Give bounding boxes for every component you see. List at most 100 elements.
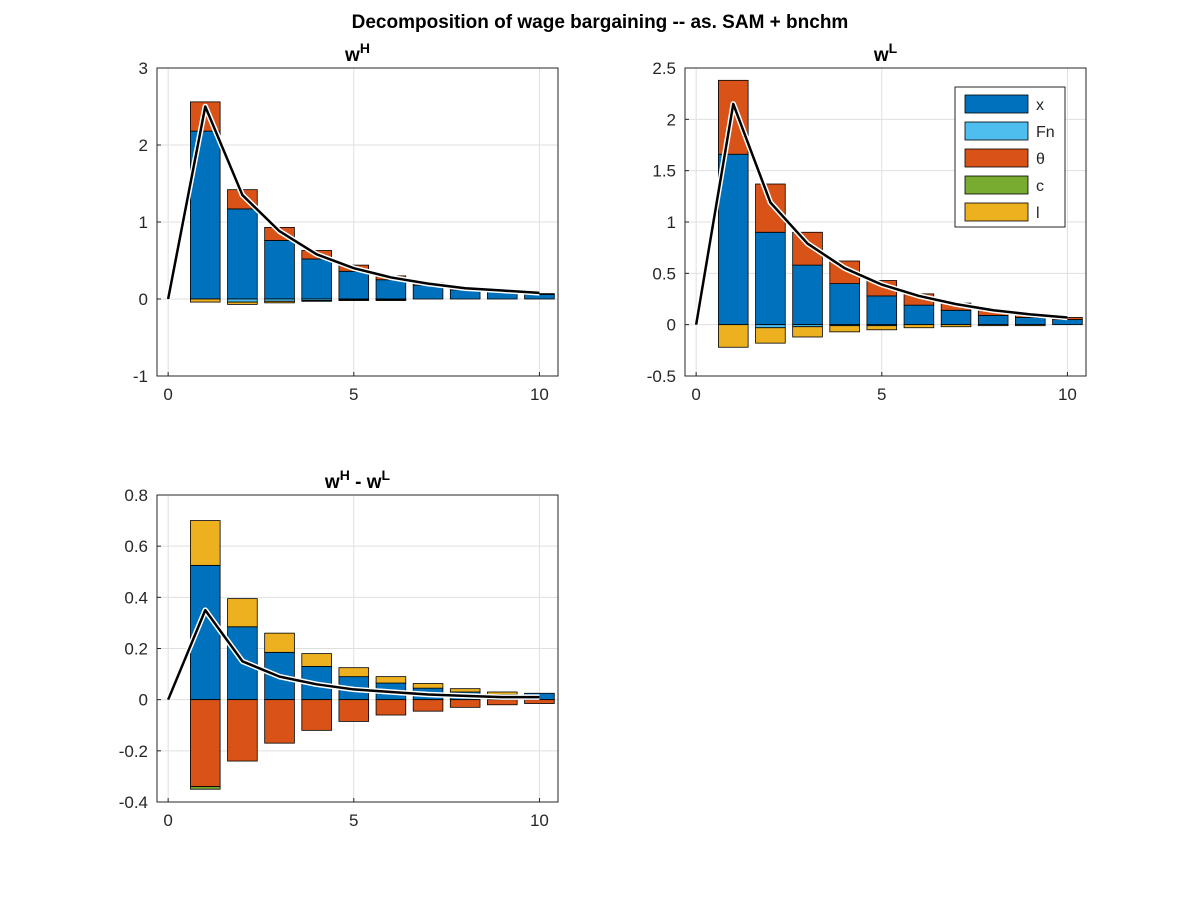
bar-theta-t10 [524,699,555,704]
legend-swatch-theta [964,148,1029,168]
bar-theta-t7 [412,699,444,712]
y-tick-label: 0.2 [124,640,148,659]
legend-label-theta: θ [1036,151,1045,168]
bar-x-t2 [227,208,258,300]
bar-theta-t5 [338,699,370,722]
y-tick-label: -0.2 [119,742,148,761]
bar-l-t2 [227,301,258,305]
y-tick-label: 2.5 [652,59,676,78]
bar-x-t8 [977,315,1009,326]
y-tick-label: 0.8 [124,486,148,505]
x-tick-label: 10 [530,385,549,404]
bar-l-t1 [718,324,749,348]
legend-swatch-l [964,202,1029,222]
figure-title: Decomposition of wage bargaining -- as. … [352,12,849,33]
y-tick-label: 1.5 [652,162,676,181]
y-tick-label: 1 [139,213,148,232]
bar-l-t6 [903,324,935,329]
bar-theta-t3 [264,699,295,744]
bar-theta-t8 [449,699,481,708]
bar-x-t4 [301,258,332,300]
bar-theta-t9 [487,699,518,706]
legend-label-c: c [1036,178,1044,195]
bar-x-t10 [1052,319,1083,326]
bar-theta-t2 [227,699,258,762]
y-tick-label: -1 [133,367,148,386]
x-tick-label: 0 [163,385,172,404]
bar-theta-t1 [190,699,221,788]
panel-wH: 0 5 10 -1 0 1 2 3 wH [133,40,559,404]
x-tick-label: 10 [1058,385,1077,404]
bar-x-t6 [375,279,407,300]
total-line [166,105,540,300]
bar-l-t9 [1015,324,1046,327]
x-tick-label: 0 [691,385,700,404]
bar-theta-t2 [755,183,786,233]
x-tick-label: 5 [877,385,886,404]
bar-l-t2 [755,327,786,344]
bar-l-t8 [449,688,481,693]
bar-x-t3 [792,264,823,326]
bar-x-t5 [338,270,370,300]
panel-title: wH - wL [324,467,391,493]
y-tick-label: 2 [139,136,148,155]
bar-l-t3 [792,326,823,338]
x-tick-label: 10 [530,811,549,830]
panel-title: wH [344,40,370,66]
panel-wH-minus-wL: 0 5 10 -0.4 -0.2 0 0.2 0.4 0.6 0.8 wH - wL [119,467,559,830]
legend-swatch-Fn [964,121,1029,141]
bar-l-t1 [190,520,221,566]
bar-l-t6 [375,676,407,684]
bar-x-t6 [903,304,935,326]
bar-l-t6 [375,299,407,301]
bar-l-t3 [264,632,295,653]
panel-title: wL [873,40,898,66]
bar-x-t2 [755,231,786,326]
legend-swatch-c [964,175,1029,195]
bar-c-t1 [190,786,221,790]
legend: x Fn θcl [954,86,1066,228]
bar-x-t4 [829,283,860,326]
y-tick-label: 0 [139,691,148,710]
bar-x-t7 [940,309,972,326]
bar-theta-t6 [375,699,407,716]
bar-l-t5 [338,667,370,678]
y-tick-label: 0 [139,290,148,309]
bar-l-t5 [338,299,370,301]
bar-l-t5 [866,325,898,331]
y-tick-label: 0.4 [124,588,148,607]
bar-l-t7 [412,683,444,689]
legend-label-l: l [1036,205,1040,222]
total-line [694,102,1068,325]
bar-theta-t4 [301,699,332,731]
legend-label-Fn: Fn [1036,124,1055,141]
x-tick-label: 0 [163,811,172,830]
x-tick-label: 5 [349,811,358,830]
legend-label-x: x [1036,97,1044,114]
bar-l-t1 [190,298,221,303]
y-tick-label: 0 [667,316,676,335]
bar-x-t9 [1015,317,1046,326]
y-tick-label: 0.5 [652,264,676,283]
total-line [166,608,540,701]
bar-x-t3 [264,240,295,300]
bar-l-t4 [829,325,860,333]
y-tick-label: 3 [139,59,148,78]
bar-x-t10 [524,293,555,300]
bar-l-t2 [227,598,258,628]
y-tick-label: 2 [667,110,676,129]
x-tick-label: 5 [349,385,358,404]
bar-x-t5 [866,295,898,326]
bar-x-t1 [718,153,749,326]
bar-l-t4 [301,300,332,302]
bar-Fn-t2 [227,298,258,303]
bar-l-t7 [940,324,972,328]
y-tick-label: 1 [667,213,676,232]
legend-swatch-x [964,94,1029,114]
bar-l-t8 [977,324,1009,327]
y-tick-label: -0.5 [647,367,676,386]
bar-Fn-t2 [755,324,786,329]
bar-l-t4 [301,653,332,667]
bar-l-t3 [264,300,295,304]
